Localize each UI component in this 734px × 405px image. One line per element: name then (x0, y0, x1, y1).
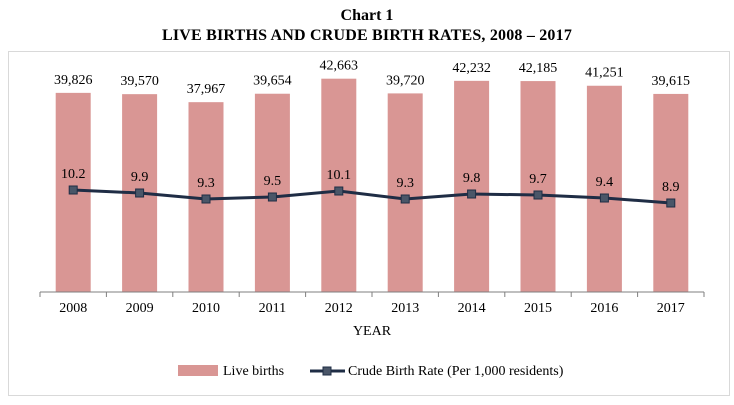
x-tick-label-2014: 2014 (458, 301, 486, 316)
legend-label-crude-birth-rate: Crude Birth Rate (Per 1,000 residents) (348, 364, 564, 379)
x-tick-label-2011: 2011 (259, 301, 286, 316)
x-tick-label-2010: 2010 (192, 301, 220, 316)
line-value-label-2009: 9.9 (131, 170, 149, 185)
x-tick-label-2013: 2013 (391, 301, 419, 316)
chart-label: Chart 1 (340, 7, 394, 24)
x-tick-label-2009: 2009 (126, 301, 154, 316)
line-value-label-2013: 9.3 (396, 176, 414, 191)
x-tick-label-2016: 2016 (590, 301, 618, 316)
bar-value-label-2014: 42,232 (452, 61, 491, 76)
line-value-label-2017: 8.9 (662, 180, 680, 195)
bar-2015 (520, 81, 556, 292)
bar-value-label-2012: 42,663 (320, 59, 359, 74)
bar-2014 (454, 80, 490, 292)
line-value-label-2010: 9.3 (197, 176, 215, 191)
line-marker-2008 (68, 185, 78, 195)
line-marker-2013 (400, 194, 410, 204)
line-value-label-2008: 10.2 (61, 167, 86, 182)
line-marker-2016 (599, 193, 609, 203)
x-tick-label-2012: 2012 (325, 301, 353, 316)
bar-value-label-2017: 39,615 (652, 74, 691, 89)
bar-value-label-2011: 39,654 (253, 74, 292, 89)
bar-2013 (387, 93, 423, 293)
line-marker-2012 (334, 186, 344, 196)
bar-2017 (653, 93, 689, 292)
legend-label-live-births: Live births (223, 364, 284, 379)
x-tick-label-2015: 2015 (524, 301, 552, 316)
bar-2012 (321, 78, 357, 292)
line-marker-2015 (533, 190, 543, 200)
crude-birth-rate-line (73, 188, 671, 205)
x-axis-title: YEAR (353, 324, 392, 339)
bar-value-label-2009: 39,570 (120, 74, 159, 89)
line-value-label-2011: 9.5 (264, 174, 282, 189)
bar-value-label-2015: 42,185 (519, 61, 558, 76)
line-value-label-2012: 10.1 (327, 168, 352, 183)
x-tick-label-2008: 2008 (59, 301, 87, 316)
x-tick-label-2017: 2017 (657, 301, 685, 316)
line-marker-2017 (666, 198, 676, 208)
line-marker-2010 (201, 194, 211, 204)
line-marker-2011 (267, 192, 277, 202)
bar-2016 (586, 85, 622, 293)
line-value-label-2015: 9.7 (529, 172, 547, 187)
line-value-label-2014: 9.8 (463, 171, 481, 186)
bar-value-label-2013: 39,720 (386, 73, 425, 88)
legend-swatch-live-births (178, 365, 218, 376)
line-marker-2014 (467, 189, 477, 199)
line-marker-2009 (135, 188, 145, 198)
bar-value-label-2008: 39,826 (54, 73, 93, 88)
line-value-label-2016: 9.4 (596, 175, 614, 190)
chart-title: LIVE BIRTHS AND CRUDE BIRTH RATES, 2008 … (161, 27, 573, 44)
legend-swatch-marker (322, 366, 332, 376)
bar-value-label-2010: 37,967 (187, 82, 226, 97)
chart-frame (8, 51, 730, 396)
bar-value-label-2016: 41,251 (585, 66, 624, 81)
